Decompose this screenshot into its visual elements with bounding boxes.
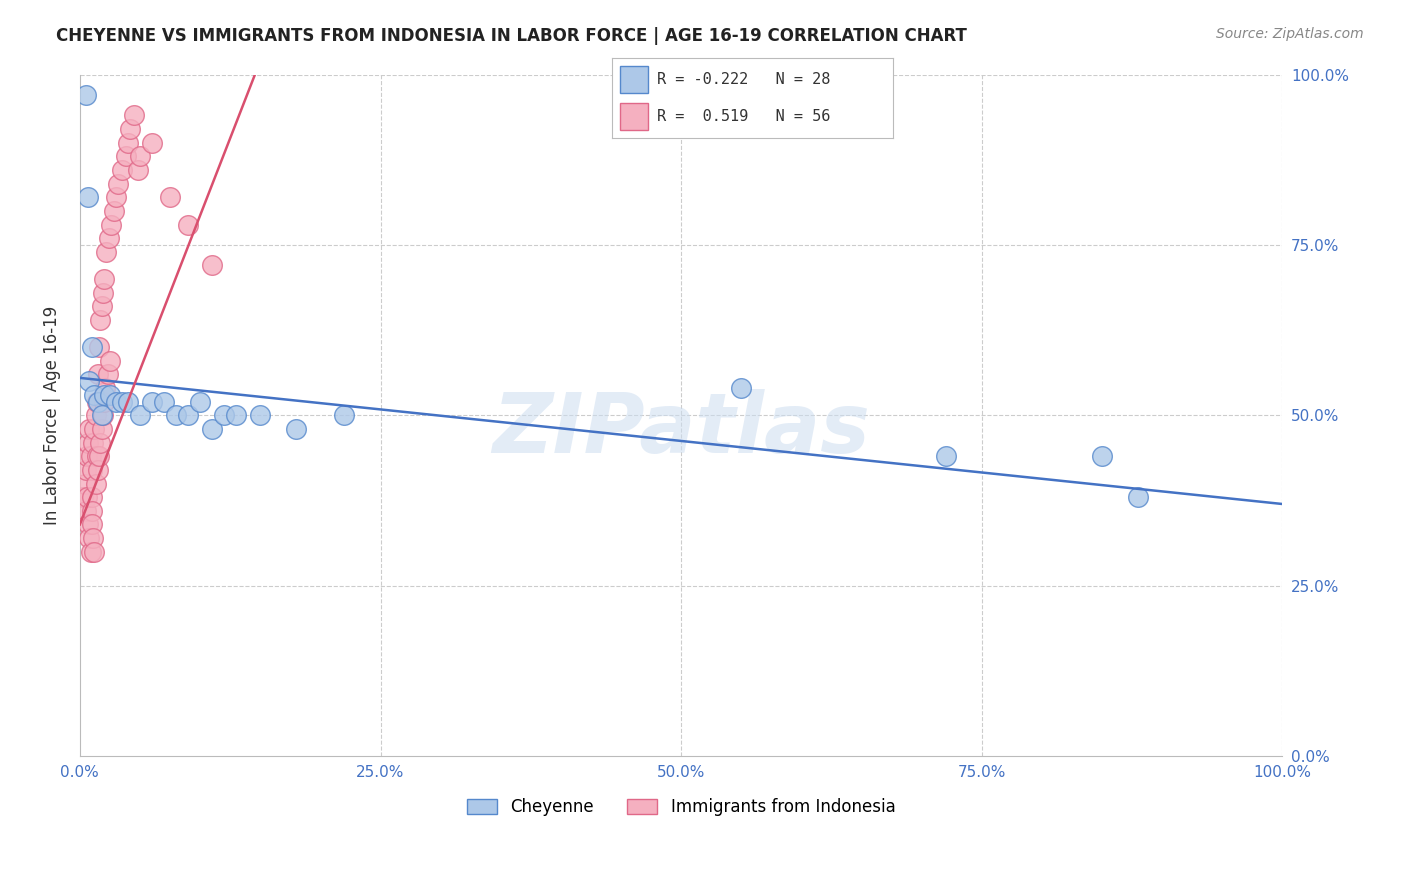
Point [76, 490, 98, 504]
Point [141, 136, 163, 150]
Point [153, 394, 176, 409]
Point [201, 259, 224, 273]
Point [212, 409, 235, 423]
Point [82, 435, 104, 450]
Point [87, 368, 110, 382]
Point [84, 409, 107, 423]
Point [117, 394, 139, 409]
Point [87, 340, 110, 354]
Point [76, 450, 98, 464]
Point [80, 463, 103, 477]
Point [96, 368, 118, 382]
Text: Source: ZipAtlas.com: Source: ZipAtlas.com [1216, 27, 1364, 41]
Point [97, 231, 120, 245]
Point [80, 490, 103, 504]
Point [82, 531, 104, 545]
Point [104, 394, 127, 409]
Point [177, 409, 200, 423]
Point [114, 149, 136, 163]
Point [75, 87, 97, 102]
Point [165, 409, 187, 423]
Text: R =  0.519   N = 56: R = 0.519 N = 56 [657, 109, 830, 124]
Point [285, 422, 308, 436]
Point [80, 340, 103, 354]
Point [83, 388, 105, 402]
Point [104, 190, 127, 204]
Point [77, 190, 100, 204]
Y-axis label: In Labor Force | Age 16-19: In Labor Force | Age 16-19 [44, 306, 60, 525]
Point [120, 122, 142, 136]
Point [225, 409, 247, 423]
Point [80, 450, 103, 464]
Point [333, 409, 356, 423]
Point [100, 218, 122, 232]
Point [117, 136, 139, 150]
Point [83, 545, 105, 559]
Point [90, 409, 112, 423]
Point [84, 476, 107, 491]
Text: CHEYENNE VS IMMIGRANTS FROM INDONESIA IN LABOR FORCE | AGE 16-19 CORRELATION CHA: CHEYENNE VS IMMIGRANTS FROM INDONESIA IN… [56, 27, 967, 45]
Point [129, 409, 152, 423]
Bar [620, 103, 648, 130]
Point [201, 422, 224, 436]
Point [75, 504, 97, 518]
Point [1128, 490, 1150, 504]
Point [93, 388, 115, 402]
Point [86, 394, 108, 409]
Point [80, 517, 103, 532]
Point [93, 272, 115, 286]
Point [94, 381, 117, 395]
Point [188, 394, 211, 409]
Point [122, 108, 145, 122]
Text: ZIPatlas: ZIPatlas [492, 389, 870, 469]
Point [111, 163, 134, 178]
Point [83, 422, 105, 436]
Point [129, 149, 152, 163]
Point [75, 463, 97, 477]
Point [730, 381, 752, 395]
Point [103, 203, 125, 218]
Point [80, 545, 103, 559]
Point [90, 422, 112, 436]
Point [98, 354, 121, 368]
Point [77, 435, 100, 450]
Point [87, 463, 110, 477]
Point [79, 422, 101, 436]
Point [87, 450, 110, 464]
Point [107, 177, 129, 191]
Text: R = -0.222   N = 28: R = -0.222 N = 28 [657, 72, 830, 87]
Point [86, 450, 108, 464]
Point [89, 313, 111, 327]
Point [177, 218, 200, 232]
Point [127, 163, 149, 178]
Point [91, 409, 114, 423]
Point [87, 394, 110, 409]
Point [77, 517, 100, 532]
Point [98, 388, 121, 402]
Point [111, 394, 134, 409]
Point [73, 476, 96, 491]
Point [159, 190, 181, 204]
Bar [620, 66, 648, 94]
Point [249, 409, 271, 423]
Point [91, 285, 114, 300]
Point [79, 374, 101, 388]
Legend: Cheyenne, Immigrants from Indonesia: Cheyenne, Immigrants from Indonesia [460, 791, 903, 823]
Point [1091, 450, 1114, 464]
Point [72, 490, 94, 504]
Point [79, 531, 101, 545]
Point [96, 244, 118, 259]
Point [141, 394, 163, 409]
Point [935, 450, 957, 464]
Point [90, 299, 112, 313]
Point [80, 504, 103, 518]
Point [89, 435, 111, 450]
Point [93, 394, 115, 409]
